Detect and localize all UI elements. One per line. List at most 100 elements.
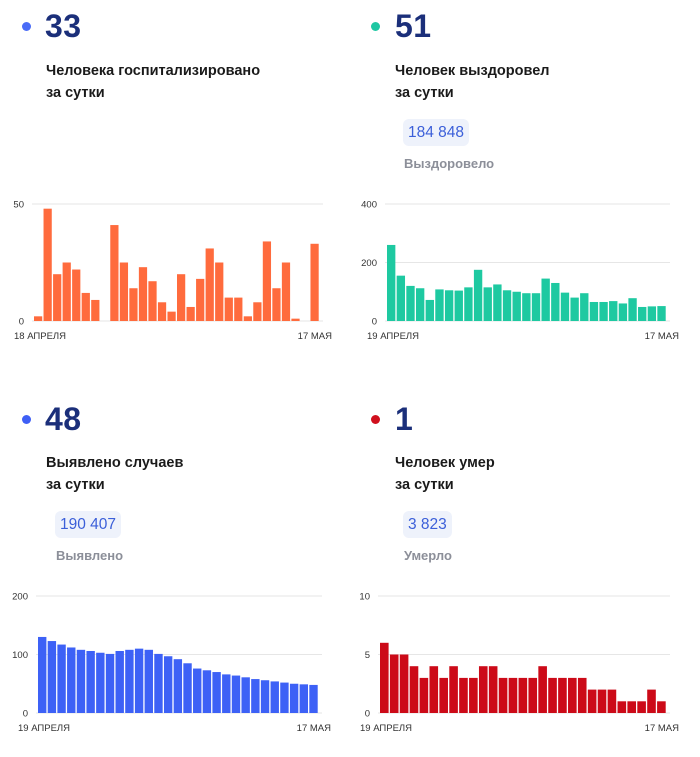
- total-label: Умерло: [404, 548, 452, 563]
- bar: [138, 267, 148, 321]
- bar: [309, 684, 318, 713]
- bar: [568, 677, 577, 713]
- bar: [435, 289, 444, 321]
- bar: [291, 318, 300, 321]
- daily-description: Человек выздоровел за сутки: [395, 60, 549, 104]
- bar: [657, 701, 666, 713]
- bar: [647, 689, 656, 713]
- bar: [157, 302, 167, 321]
- bar: [508, 677, 518, 713]
- bar: [589, 301, 599, 321]
- bar: [518, 677, 528, 713]
- bar-chart-deaths: 10 5 0 19 АПРЕЛЯ 17 МАЯ: [359, 592, 679, 735]
- bar: [154, 653, 163, 713]
- bar: [444, 290, 454, 321]
- daily-description: Человека госпитализировано за сутки: [46, 60, 260, 104]
- bar: [76, 649, 86, 713]
- y-tick-label: 400: [361, 200, 377, 211]
- bar: [577, 677, 587, 713]
- y-tick-label: 0: [365, 709, 370, 720]
- x-end-label: 17 МАЯ: [298, 331, 332, 342]
- description-line-1: Человек выздоровел: [395, 63, 550, 79]
- bar: [454, 290, 463, 321]
- bar: [637, 701, 646, 713]
- bar: [134, 648, 144, 713]
- bar: [119, 262, 129, 321]
- bar: [310, 243, 319, 321]
- bar: [439, 677, 448, 713]
- panel-deaths: 1 Человек умер за сутки 3 823 Умерло 10 5…: [350, 380, 700, 757]
- bar: [478, 666, 488, 713]
- description-line-1: Выявлено случаев: [46, 455, 184, 471]
- panel-detected: 48 Выявлено случаев за сутки 190 407 Выя…: [0, 380, 350, 757]
- description-line-2: за сутки: [46, 85, 105, 101]
- bar: [110, 225, 119, 321]
- bar: [647, 306, 657, 322]
- y-tick-label: 200: [12, 592, 28, 603]
- bar: [429, 666, 439, 713]
- bar: [186, 306, 195, 321]
- bar: [222, 674, 231, 713]
- bar: [241, 677, 250, 713]
- bar: [597, 689, 607, 713]
- y-tick-label: 0: [372, 317, 377, 328]
- bar: [627, 701, 637, 713]
- bar: [425, 299, 434, 321]
- bar: [62, 262, 71, 321]
- bar: [657, 306, 666, 321]
- bar: [173, 659, 183, 713]
- bar: [163, 656, 173, 713]
- daily-value: 48: [45, 401, 82, 437]
- bar: [464, 287, 473, 321]
- bar: [522, 293, 531, 321]
- x-end-label: 17 МАЯ: [645, 331, 679, 342]
- description-line-2: за сутки: [395, 477, 454, 493]
- bar: [399, 654, 409, 713]
- bar: [96, 652, 105, 713]
- bar: [587, 689, 597, 713]
- description-line-2: за сутки: [395, 85, 454, 101]
- bar: [243, 316, 252, 321]
- bar: [548, 677, 557, 713]
- bar: [551, 282, 560, 321]
- panel-recovered: 51 Человек выздоровел за сутки 184 848 В…: [350, 0, 700, 380]
- dot-icon: [22, 415, 31, 424]
- total-label: Выявлено: [56, 548, 124, 563]
- bar: [281, 262, 291, 321]
- y-tick-label: 200: [361, 258, 377, 269]
- bar: [512, 291, 521, 321]
- bar: [493, 284, 502, 321]
- bar: [177, 274, 186, 321]
- description-line-1: Человека госпитализировано: [46, 63, 261, 79]
- bar: [125, 649, 134, 713]
- daily-description: Человек умер за сутки: [395, 452, 495, 496]
- bar: [469, 677, 478, 713]
- y-tick-label: 100: [12, 650, 28, 661]
- total-label: Выздоровело: [404, 156, 495, 171]
- bar: [473, 269, 483, 321]
- y-tick-label: 10: [359, 592, 370, 603]
- bar: [148, 281, 157, 321]
- bar: [251, 679, 260, 713]
- bar: [541, 278, 550, 321]
- bar: [67, 647, 76, 713]
- bar: [183, 663, 192, 713]
- bar: [53, 274, 62, 321]
- bar: [262, 241, 272, 321]
- bar: [91, 299, 100, 321]
- bar: [231, 675, 241, 713]
- bar: [72, 269, 81, 321]
- bar: [38, 636, 47, 713]
- bar: [115, 650, 124, 713]
- dot-icon: [22, 22, 31, 31]
- bar: [580, 293, 589, 321]
- bar: [389, 654, 399, 713]
- bar: [193, 668, 202, 713]
- description-line-1: Человек умер: [395, 455, 495, 471]
- bar: [528, 677, 538, 713]
- bar: [387, 244, 396, 321]
- bar: [380, 642, 389, 713]
- bar: [270, 681, 279, 713]
- bar: [129, 288, 138, 321]
- total-badge: 184 848: [403, 119, 470, 146]
